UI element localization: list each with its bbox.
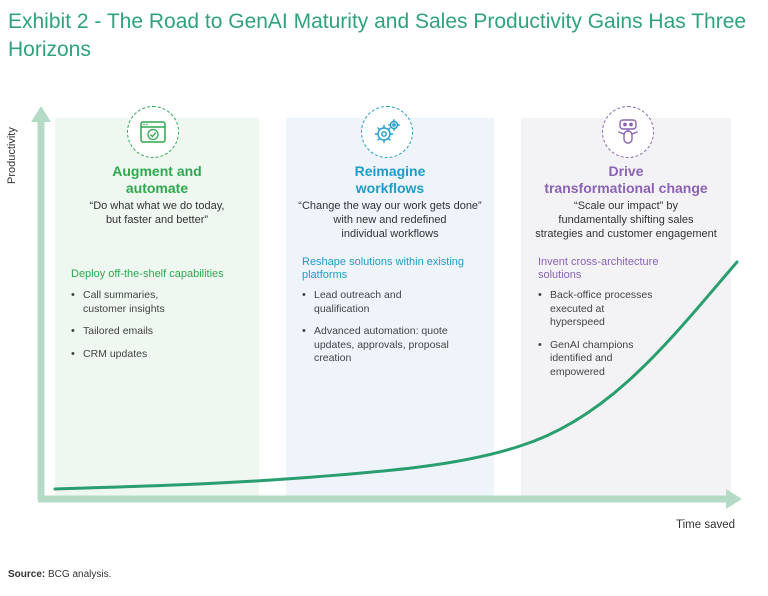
horizon-2-title-line2: workflows bbox=[355, 180, 425, 196]
horizon-3-subheading-line2: solutions bbox=[538, 269, 582, 281]
list-item: Call summaries, customer insights bbox=[71, 289, 191, 316]
list-item: Lead outreach and qualification bbox=[302, 289, 452, 316]
y-axis-arrow bbox=[31, 106, 51, 122]
gears-icon bbox=[361, 106, 413, 158]
horizon-2-quote-line3: individual workflows bbox=[341, 228, 439, 240]
horizon-2-subheading-line2: platforms bbox=[302, 269, 348, 281]
source-text: BCG analysis. bbox=[48, 569, 112, 580]
horizon-1-subheading-line1: Deploy off-the-shelf capabilities bbox=[71, 268, 224, 280]
browser-check-icon bbox=[127, 106, 179, 158]
horizon-3-subheading: Invent cross-architecture solutions bbox=[538, 256, 728, 282]
horizon-2-quote-line1: “Change the way our work gets done” bbox=[298, 200, 482, 212]
horizon-2-quote-line2: with new and redefined bbox=[333, 214, 447, 226]
horizon-2-subheading-line1: Reshape solutions within existing bbox=[302, 256, 465, 268]
horizon-1-bullets: Call summaries, customer insights Tailor… bbox=[71, 289, 191, 370]
horizon-3-title-line1: Drive bbox=[608, 163, 644, 179]
source-label: Source: bbox=[8, 569, 46, 580]
horizon-2-quote: “Change the way our work gets done” with… bbox=[286, 199, 494, 241]
horizon-1-quote-line1: “Do what what we do today, bbox=[89, 200, 225, 212]
horizon-3-quote-line1: “Scale our impact” by bbox=[574, 200, 678, 212]
list-item: Advanced automation: quote updates, appr… bbox=[302, 325, 452, 366]
horizon-1-title-line2: automate bbox=[125, 180, 189, 196]
source-note: Source: BCG analysis. bbox=[8, 569, 111, 580]
horizon-1-quote-line2: but faster and better” bbox=[105, 214, 209, 226]
horizon-2-subheading: Reshape solutions within existing platfo… bbox=[302, 256, 492, 282]
horizon-1-title-line1: Augment and bbox=[112, 163, 202, 179]
horizon-1-subheading: Deploy off-the-shelf capabilities bbox=[71, 268, 261, 281]
horizon-3-title-line2: transformational change bbox=[544, 180, 708, 196]
horizon-3-bullets: Back-office processes executed at hypers… bbox=[538, 289, 656, 388]
horizon-3-quote-line3: strategies and customer engagement bbox=[535, 228, 717, 240]
list-item: GenAI champions identified and empowered bbox=[538, 339, 656, 380]
horizon-3-subheading-line1: Invent cross-architecture bbox=[538, 256, 659, 268]
list-item: Tailored emails bbox=[71, 325, 191, 339]
x-axis-arrow bbox=[726, 489, 742, 509]
list-item: CRM updates bbox=[71, 348, 191, 362]
page-title: Exhibit 2 - The Road to GenAI Maturity a… bbox=[8, 10, 747, 61]
horizon-3-quote-line2: fundamentally shifting sales bbox=[558, 214, 694, 226]
horizon-3-title: Drive transformational change bbox=[521, 163, 731, 197]
y-axis-label: Productivity bbox=[6, 127, 18, 184]
horizon-2-bullets: Lead outreach and qualification Advanced… bbox=[302, 289, 452, 375]
horizon-1-quote: “Do what what we do today, but faster an… bbox=[55, 199, 259, 227]
robot-icon bbox=[602, 106, 654, 158]
x-axis-label: Time saved bbox=[676, 519, 736, 531]
list-item: Back-office processes executed at hypers… bbox=[538, 289, 656, 330]
horizon-2-title-line1: Reimagine bbox=[354, 163, 426, 179]
horizon-2-title: Reimagine workflows bbox=[286, 163, 494, 197]
horizon-1-title: Augment and automate bbox=[55, 163, 259, 197]
horizon-3-quote: “Scale our impact” by fundamentally shif… bbox=[521, 199, 731, 241]
